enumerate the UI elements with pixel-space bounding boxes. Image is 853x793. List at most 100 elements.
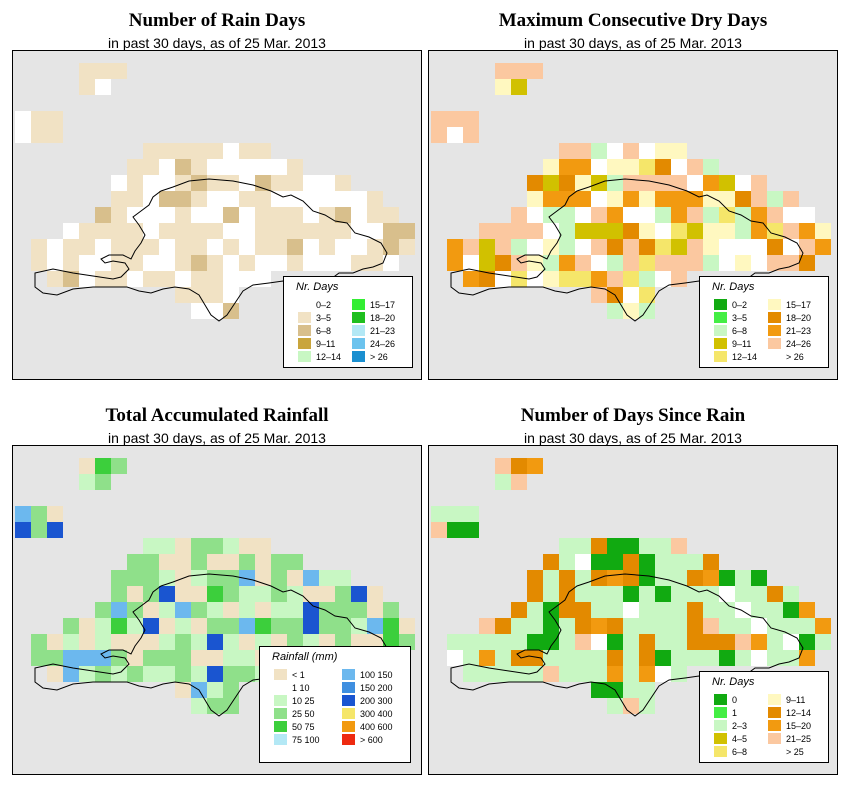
panel-subtitle: in past 30 days, as of 25 Mar. 2013 [524, 35, 742, 51]
grid-cell [63, 223, 79, 239]
grid-cell [511, 271, 527, 287]
grid-cell [207, 271, 223, 287]
grid-cell [655, 191, 671, 207]
grid-cell [623, 207, 639, 223]
grid-cell [207, 666, 223, 682]
grid-cell [79, 79, 95, 95]
legend-item: 9–11 [714, 338, 751, 350]
grid-cell [527, 239, 543, 255]
grid-cell [511, 666, 527, 682]
grid-cell [671, 191, 687, 207]
grid-cell [479, 634, 495, 650]
days-since-rain-panel: Number of Days Since Rain in past 30 day… [428, 395, 838, 780]
island-outline [34, 573, 388, 717]
grid-cell [95, 650, 111, 666]
grid-cell [639, 538, 655, 554]
legend-label: > 600 [360, 735, 383, 745]
grid-cell [543, 175, 559, 191]
grid-cell [207, 223, 223, 239]
legend-label: > 26 [786, 352, 804, 362]
grid-cell [575, 159, 591, 175]
grid-cell [31, 127, 47, 143]
grid-cell [319, 191, 335, 207]
grid-cell [559, 554, 575, 570]
grid-cell [751, 586, 767, 602]
grid-cell [239, 602, 255, 618]
legend-label: 18–20 [786, 313, 812, 323]
grid-cell [511, 79, 527, 95]
grid-cell [191, 303, 207, 319]
grid-cell [639, 159, 655, 175]
legend-title: Nr. Days [712, 281, 755, 293]
grid-cell [175, 618, 191, 634]
grid-cell [591, 650, 607, 666]
grid-cell [735, 586, 751, 602]
grid-cell [575, 207, 591, 223]
legend-item: 0–2 [714, 299, 747, 311]
grid-cell [607, 191, 623, 207]
legend-swatch [342, 708, 355, 719]
grid-cell [207, 586, 223, 602]
grid-cell [239, 143, 255, 159]
grid-cell [671, 650, 687, 666]
grid-cell [287, 175, 303, 191]
grid-cell [815, 634, 831, 650]
grid-cell [479, 650, 495, 666]
grid-cell [319, 586, 335, 602]
grid-cell [335, 602, 351, 618]
grid-cell [159, 255, 175, 271]
grid-cell [303, 570, 319, 586]
grid-cell [815, 239, 831, 255]
grid-cell [495, 79, 511, 95]
grid-cell [239, 538, 255, 554]
grid-cell [719, 239, 735, 255]
legend-item: 200 300 [342, 695, 393, 707]
grid-cell [95, 634, 111, 650]
grid-cell [591, 538, 607, 554]
grid-cell [655, 175, 671, 191]
grid-cell [655, 586, 671, 602]
grid-cell [495, 458, 511, 474]
grid-cell [703, 239, 719, 255]
grid-cell [271, 618, 287, 634]
grid-cell [623, 191, 639, 207]
grid-cell [703, 618, 719, 634]
grid-cell [639, 287, 655, 303]
grid-cell [671, 634, 687, 650]
grid-cell [31, 506, 47, 522]
grid-cell [767, 239, 783, 255]
legend-item: 21–25 [768, 733, 811, 745]
grid-cell [207, 538, 223, 554]
legend-label: 4–5 [732, 734, 748, 744]
grid-cell [607, 239, 623, 255]
grid-cell [271, 207, 287, 223]
grid-cell [511, 223, 527, 239]
grid-cell [655, 554, 671, 570]
grid-cell [111, 650, 127, 666]
grid-cell [191, 554, 207, 570]
grid-cell [655, 618, 671, 634]
grid-cell [383, 602, 399, 618]
grid-cell [255, 618, 271, 634]
grid-cell [255, 538, 271, 554]
rain-days-legend: Nr. Days 0–2 3–5 6–8 9–11 12–14 15–17 18–20 21–… [283, 276, 413, 368]
grid-cell [191, 255, 207, 271]
grid-cell [335, 191, 351, 207]
rainfall-legend: Rainfall (mm) < 1 1 10 10 25 25 50 50 75 75 1… [259, 646, 411, 763]
grid-cell [607, 650, 623, 666]
grid-cell [559, 143, 575, 159]
grid-cell [63, 239, 79, 255]
grid-cell [543, 191, 559, 207]
grid-cell [271, 223, 287, 239]
grid-cell [239, 175, 255, 191]
island-outline [450, 178, 804, 322]
grid-cell [223, 650, 239, 666]
grid-cell [223, 634, 239, 650]
grid-cell [303, 191, 319, 207]
grid-cell [623, 634, 639, 650]
grid-cell [351, 602, 367, 618]
grid-cell [463, 271, 479, 287]
grid-cell [511, 207, 527, 223]
grid-cell [815, 618, 831, 634]
grid-cell [671, 143, 687, 159]
